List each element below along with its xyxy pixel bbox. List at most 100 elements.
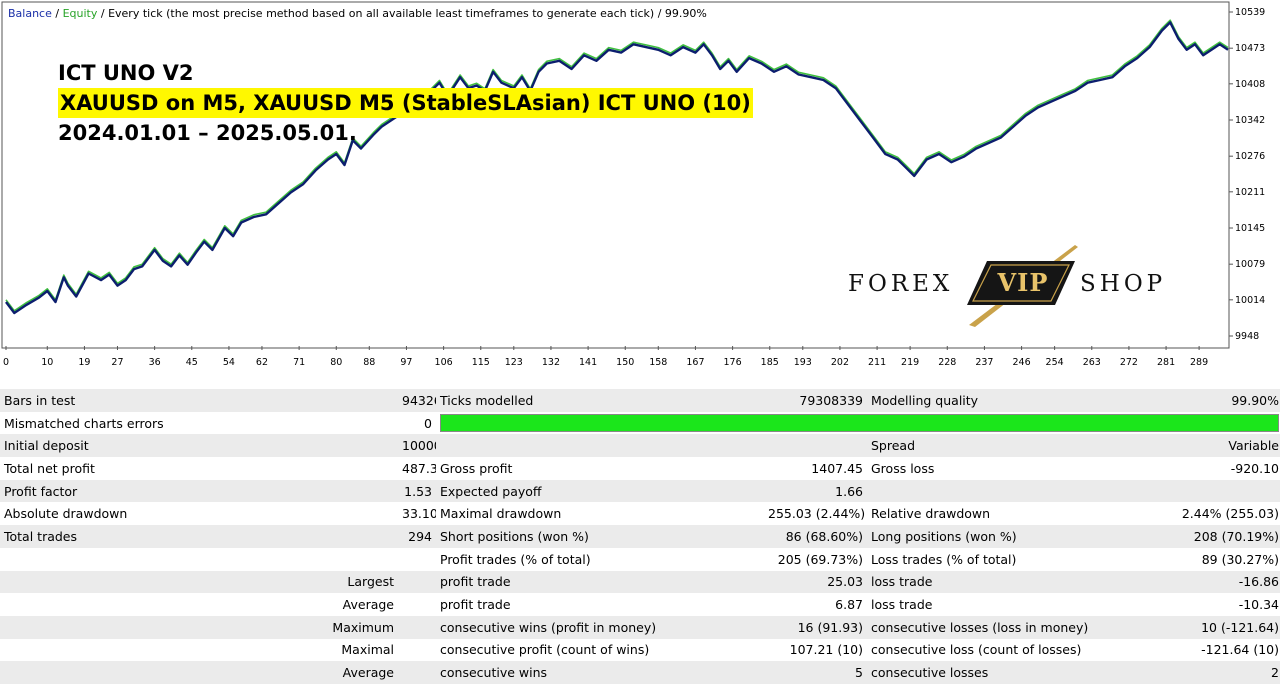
report-row: Average consecutive wins 5 consecutive loss… (0, 661, 1280, 684)
report-label: Mismatched charts errors (0, 411, 398, 435)
report-label: loss trade (867, 570, 1155, 594)
report-value: 2.44% (255.03) (1155, 502, 1280, 526)
report-value: 255.03 (2.44%) (764, 502, 867, 526)
report-value: 2 (1155, 661, 1280, 684)
modelling-quality-bar (440, 414, 1279, 433)
report-row: Mismatched charts errors 0 (0, 411, 1280, 435)
report-label: Profit trades (% of total) (436, 547, 764, 571)
date-range: 2024.01.01 – 2025.05.01. (58, 121, 357, 145)
forex-vip-shop-logo: FOREX VIP SHOP (845, 243, 1175, 328)
report-label (867, 479, 1155, 503)
modelling-quality-cell (436, 411, 1280, 435)
report-value: 33.10 (398, 502, 436, 526)
report-label: Maximal (0, 638, 398, 662)
report-value: 86 (68.60%) (764, 525, 867, 548)
x-tick-label: 123 (505, 357, 523, 368)
x-tick-label: 228 (938, 357, 956, 368)
report-label: Modelling quality (867, 389, 1155, 412)
logo-badge-icon (967, 245, 1078, 327)
strategy-title: ICT UNO V2 (58, 61, 194, 85)
report-label: consecutive wins (436, 661, 764, 684)
report-label: Largest (0, 570, 398, 594)
report-label: consecutive loss (count of losses) (867, 638, 1155, 662)
report-value: 294 (398, 525, 436, 548)
x-tick-label: 80 (330, 357, 342, 368)
report-row: Total trades 294 Short positions (won %) 86… (0, 525, 1280, 548)
symbol-highlight: XAUUSD on M5, XAUUSD M5 (StableSLAsian) … (58, 88, 753, 118)
report-label: Total trades (0, 525, 398, 548)
legend-description: / Every tick (the most precise method ba… (97, 7, 707, 20)
report-value: 5 (764, 661, 867, 684)
report-value: -16.86 (1155, 570, 1280, 594)
report-label: profit trade (436, 593, 764, 616)
x-tick-label: 176 (724, 357, 742, 368)
report-label: Expected payoff (436, 479, 764, 503)
x-tick-label: 281 (1157, 357, 1175, 368)
y-tick-label: 10014 (1235, 295, 1265, 306)
logo-shop-text: SHOP (1080, 271, 1167, 297)
x-tick-label: 132 (542, 357, 560, 368)
report-label: loss trade (867, 593, 1155, 616)
report-label: Maximal drawdown (436, 502, 764, 526)
report-value: -121.64 (10) (1155, 638, 1280, 662)
y-tick-label: 9948 (1235, 331, 1259, 342)
report-value: 10 (-121.64) (1155, 615, 1280, 639)
x-tick-label: 246 (1013, 357, 1031, 368)
report-value (398, 570, 436, 594)
x-tick-label: 45 (186, 357, 198, 368)
report-label: consecutive losses (867, 661, 1155, 684)
report-value: 208 (70.19%) (1155, 525, 1280, 548)
report-label: consecutive wins (profit in money) (436, 615, 764, 639)
report-value: 1.53 (398, 479, 436, 503)
report-value: 89 (30.27%) (1155, 547, 1280, 571)
y-tick-label: 10473 (1235, 43, 1265, 54)
report-label (0, 547, 398, 571)
report-value (398, 593, 436, 616)
series-line-equity (5, 19, 1229, 312)
report-label: Initial deposit (0, 434, 398, 458)
y-tick-label: 10539 (1235, 7, 1265, 18)
report-row: Absolute drawdown 33.10 Maximal drawdown 25… (0, 502, 1280, 526)
x-tick-label: 141 (579, 357, 597, 368)
x-tick-label: 97 (400, 357, 412, 368)
x-tick-label: 193 (794, 357, 812, 368)
legend-balance: Balance (8, 7, 52, 20)
y-tick-label: 10408 (1235, 79, 1265, 90)
y-tick-label: 10145 (1235, 223, 1265, 234)
legend-equity: Equity (62, 7, 98, 20)
report-value: 0 (398, 411, 436, 435)
report-value: 25.03 (764, 570, 867, 594)
report-value: 1.66 (764, 479, 867, 503)
logo-vip-text: VIP (997, 268, 1049, 297)
y-tick-label: 10276 (1235, 151, 1265, 162)
x-tick-label: 219 (901, 357, 919, 368)
report-label: Average (0, 661, 398, 684)
report-label: consecutive profit (count of wins) (436, 638, 764, 662)
title-overlay: ICT UNO V2 XAUUSD on M5, XAUUSD M5 (Stab… (58, 58, 753, 148)
x-tick-label: 254 (1046, 357, 1064, 368)
x-tick-label: 106 (435, 357, 453, 368)
x-tick-label: 202 (831, 357, 849, 368)
x-tick-label: 36 (149, 357, 161, 368)
report-row: Profit trades (% of total) 205 (69.73%) Lo… (0, 547, 1280, 571)
report-label: Relative drawdown (867, 502, 1155, 526)
report-row: Maximum consecutive wins (profit in money… (0, 615, 1280, 639)
legend-separator: / (51, 7, 63, 20)
chart-legend: Balance / Equity / Every tick (the most … (8, 7, 707, 20)
report-label: Bars in test (0, 389, 398, 412)
report-value (398, 661, 436, 684)
report-label: profit trade (436, 570, 764, 594)
report-value (1155, 479, 1280, 503)
report-label: Gross loss (867, 457, 1155, 480)
report-value (398, 615, 436, 639)
report-value: 107.21 (10) (764, 638, 867, 662)
x-tick-label: 88 (363, 357, 375, 368)
report-label: Maximum (0, 615, 398, 639)
report-label: Spread (867, 434, 1155, 458)
x-tick-label: 185 (761, 357, 779, 368)
report-label: consecutive losses (loss in money) (867, 615, 1155, 639)
report-value: 79308339 (764, 389, 867, 412)
x-tick-label: 71 (293, 357, 305, 368)
